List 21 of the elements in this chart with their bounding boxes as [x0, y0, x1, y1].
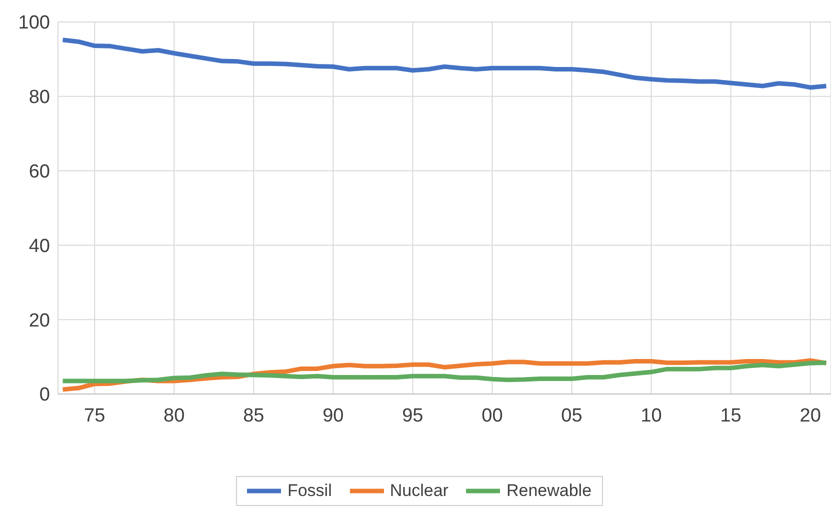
- legend-label: Renewable: [505, 481, 592, 501]
- legend-label: Nuclear: [388, 481, 448, 501]
- y-tick-label: 20: [28, 310, 50, 332]
- y-tick-label: 60: [28, 162, 50, 183]
- line-series: [60, 360, 828, 384]
- x-tick-label: 10: [640, 405, 662, 426]
- x-tick-label: 95: [402, 405, 424, 426]
- y-tick-label: 80: [28, 87, 50, 108]
- legend-label: Fossil: [286, 481, 332, 501]
- x-tick-label: 05: [561, 405, 582, 426]
- x-tick-label: 75: [84, 405, 106, 426]
- x-tick-label: 00: [482, 405, 503, 426]
- line-series: [60, 38, 828, 90]
- x-tick-label: 20: [800, 405, 821, 426]
- y-tick-label: 0: [39, 384, 50, 406]
- x-tick-label: 85: [243, 405, 264, 426]
- x-tick-label: 15: [720, 405, 742, 426]
- y-tick-label: 100: [18, 12, 50, 34]
- x-tick-label: 80: [164, 405, 185, 426]
- x-tick-label: 90: [322, 405, 344, 426]
- y-tick-label: 40: [28, 236, 50, 257]
